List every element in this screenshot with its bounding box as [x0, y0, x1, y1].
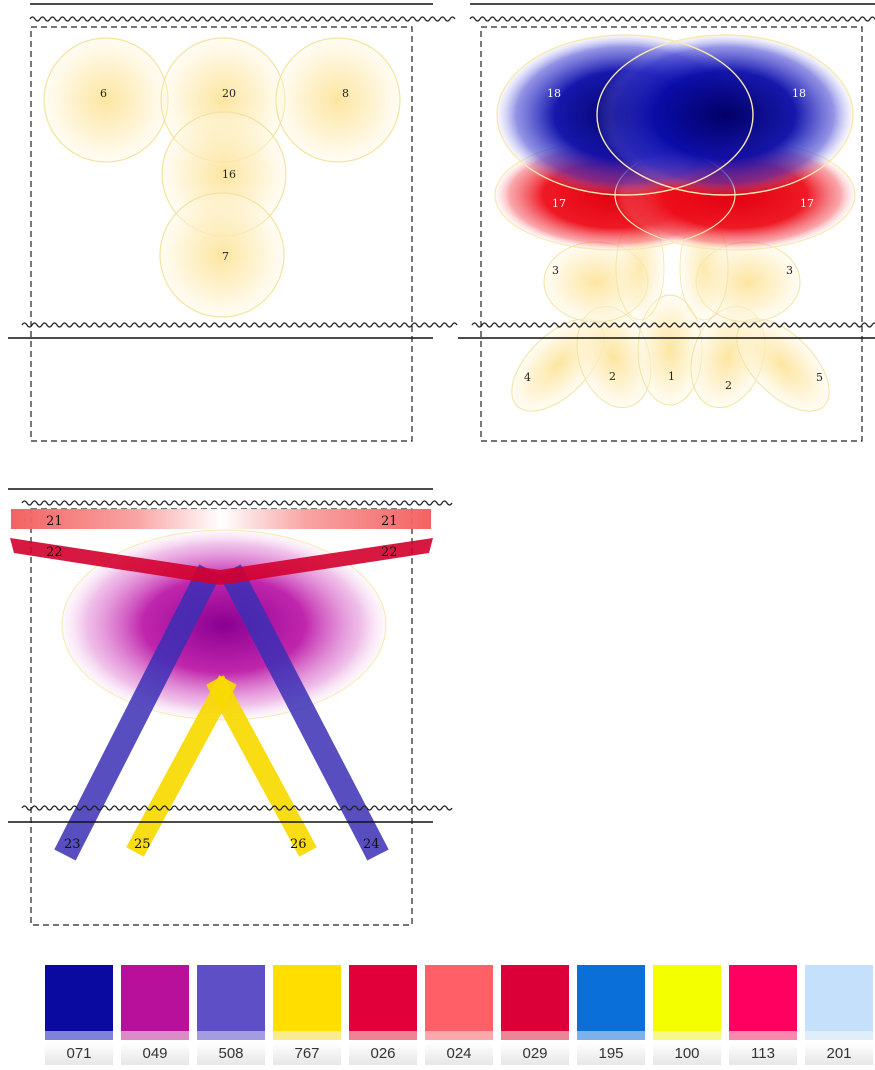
swatch-code: 024: [425, 1043, 493, 1065]
band-label: 22: [46, 545, 63, 560]
beam-label: 25: [134, 837, 151, 852]
swatch-024: 024: [425, 965, 493, 1065]
disc-8: 8: [275, 37, 401, 163]
swatch-tint: [349, 1031, 417, 1040]
swatch-code: 508: [197, 1043, 265, 1065]
swatch-113: 113: [729, 965, 797, 1065]
swatch-color: [653, 965, 721, 1031]
panel-top-left: 6 20 8 16 7: [8, 3, 458, 442]
swatch-color: [121, 965, 189, 1031]
magenta-wash: [61, 529, 387, 721]
swatch-049: 049: [121, 965, 189, 1065]
swatch-tint: [729, 1031, 797, 1040]
band-22: 22 22: [10, 538, 433, 585]
swatch-code: 071: [45, 1043, 113, 1065]
beams: 23 25 26 24: [54, 564, 389, 861]
swatch-195: 195: [577, 965, 645, 1065]
swatch-767: 767: [273, 965, 341, 1065]
swatch-code: 201: [805, 1043, 873, 1065]
disc-6: 6: [43, 37, 169, 163]
panel-bottom-left: 23 25 26 24 21 21 22 22: [8, 488, 453, 926]
upper-yellow-label: 3: [552, 264, 559, 277]
lower-yellow-label: 5: [816, 371, 823, 384]
disc-label: 6: [100, 87, 107, 100]
swatch-tint: [653, 1031, 721, 1040]
blue-ovals: 18 18: [496, 34, 854, 196]
swatch-color: [197, 965, 265, 1031]
swatch-026: 026: [349, 965, 417, 1065]
swatch-color: [729, 965, 797, 1031]
swatch-tint: [197, 1031, 265, 1040]
swatch-code: 767: [273, 1043, 341, 1065]
swatch-code: 195: [577, 1043, 645, 1065]
wavy-border-bottom: [21, 805, 453, 811]
swatch-color: [425, 965, 493, 1031]
wavy-border-bottom: [21, 322, 458, 328]
swatch-color: [577, 965, 645, 1031]
swatch-color: [349, 965, 417, 1031]
beam-label: 24: [363, 837, 380, 852]
swatch-tint: [273, 1031, 341, 1040]
blue-oval-label: 18: [792, 87, 806, 100]
panel-top-right: 4 2 1 2 5 3 3 17 17: [458, 3, 875, 442]
swatch-201: 201: [805, 965, 873, 1065]
stage-outline: [480, 26, 863, 442]
swatch-tint: [121, 1031, 189, 1040]
swatch-code: 113: [729, 1043, 797, 1065]
swatch-color: [273, 965, 341, 1031]
swatch-color: [501, 965, 569, 1031]
swatch-code: 026: [349, 1043, 417, 1065]
band-21: 21 21: [11, 509, 431, 529]
red-oval-label: 17: [800, 197, 814, 210]
lower-yellow-group: 4 2 1 2 5: [511, 294, 830, 412]
swatch-tint: [45, 1031, 113, 1040]
swatch-tint: [805, 1031, 873, 1040]
wavy-border-top: [29, 16, 456, 22]
lower-yellow-label: 4: [524, 371, 531, 384]
disc-label: 7: [222, 250, 229, 263]
swatch-color: [45, 965, 113, 1031]
swatch-029: 029: [501, 965, 569, 1065]
swatch-code: 100: [653, 1043, 721, 1065]
swatch-100: 100: [653, 965, 721, 1065]
swatch-071: 071: [45, 965, 113, 1065]
band-label: 22: [381, 545, 398, 560]
disc-label: 20: [222, 87, 236, 100]
swatch-tint: [425, 1031, 493, 1040]
lower-yellow-label: 2: [725, 379, 732, 392]
swatch-508: 508: [197, 965, 265, 1065]
swatch-tint: [501, 1031, 569, 1040]
beam-label: 23: [64, 837, 81, 852]
lower-yellow-label: 1: [668, 370, 675, 383]
swatch-color: [805, 965, 873, 1031]
blue-oval-label: 18: [547, 87, 561, 100]
band-label: 21: [46, 514, 63, 529]
wavy-border-bottom: [471, 322, 875, 328]
swatch-code: 029: [501, 1043, 569, 1065]
swatch-code: 049: [121, 1043, 189, 1065]
beam-label: 26: [290, 837, 307, 852]
disc-label: 16: [222, 168, 236, 181]
band-label: 21: [381, 514, 398, 529]
color-swatch-legend: 071 049 508 767 026 024 029 195 100 113 201: [45, 965, 875, 1065]
upper-yellow-label: 3: [786, 264, 793, 277]
wavy-border-top: [21, 500, 453, 506]
stage-outline: [30, 26, 413, 442]
wavy-border-top: [469, 16, 875, 22]
red-oval-label: 17: [552, 197, 566, 210]
lower-yellow-label: 2: [609, 370, 616, 383]
disc-7: 7: [159, 192, 285, 318]
swatch-tint: [577, 1031, 645, 1040]
disc-label: 8: [342, 87, 349, 100]
